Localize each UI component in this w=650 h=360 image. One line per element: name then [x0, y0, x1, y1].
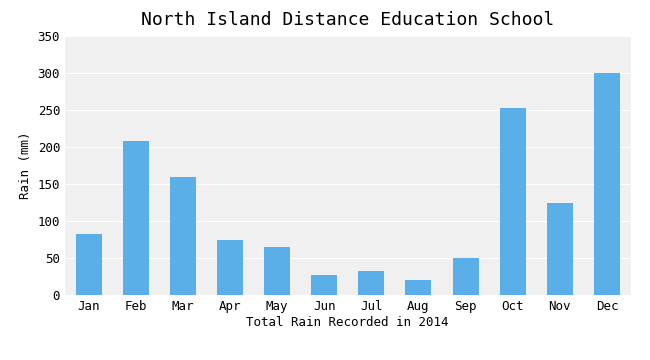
- Bar: [264, 247, 290, 295]
- Y-axis label: Rain (mm): Rain (mm): [19, 132, 32, 199]
- Bar: [594, 73, 620, 295]
- Title: North Island Distance Education School: North Island Distance Education School: [141, 11, 554, 29]
- Bar: [500, 108, 526, 295]
- X-axis label: Total Rain Recorded in 2014: Total Rain Recorded in 2014: [246, 316, 449, 329]
- Bar: [170, 177, 196, 295]
- Bar: [452, 258, 478, 295]
- Bar: [358, 271, 384, 295]
- Bar: [311, 275, 337, 295]
- Bar: [217, 240, 243, 295]
- Bar: [406, 280, 432, 295]
- Bar: [123, 141, 149, 295]
- Bar: [75, 234, 101, 295]
- Bar: [547, 203, 573, 295]
